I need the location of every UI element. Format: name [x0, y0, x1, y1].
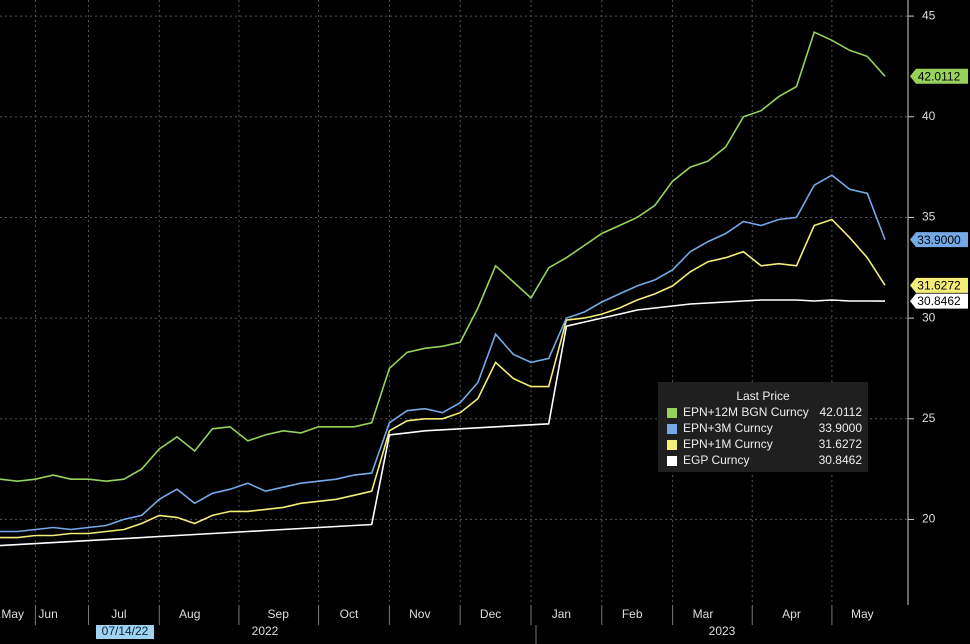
- legend-value: 33.9000: [819, 421, 863, 435]
- x-tick-label: Feb: [622, 607, 643, 621]
- legend-box: [658, 382, 868, 472]
- x-tick-label: Mar: [693, 607, 714, 621]
- legend-swatch: [667, 456, 677, 466]
- series-line: [0, 218, 886, 539]
- last-value-tag: [910, 232, 968, 248]
- y-tick-label: 20: [922, 512, 936, 526]
- legend: Last Price EPN+12M BGN Curncy 42.0112 EPN+3…: [658, 382, 868, 472]
- legend-value: 42.0112: [820, 405, 863, 419]
- y-tick-label: 25: [922, 411, 936, 425]
- x-tick-label: Oct: [340, 607, 359, 621]
- series-line: [0, 31, 886, 483]
- x-tick-label: May: [1, 607, 24, 621]
- x-tick-label: Jan: [552, 607, 571, 621]
- legend-label: EPN+12M BGN Curncy: [683, 405, 809, 419]
- legend-label: EPN+1M Curncy: [683, 437, 773, 451]
- last-value-label: 42.0112: [918, 69, 961, 83]
- y-tick-label: 45: [922, 8, 936, 22]
- last-value-label: 33.9000: [917, 233, 961, 247]
- last-value-tag: [910, 68, 968, 84]
- cursor-box: [96, 625, 154, 639]
- legend-label: EPN+3M Curncy: [683, 421, 773, 435]
- year-label: 2023: [709, 624, 736, 638]
- last-value-tag: [910, 293, 968, 309]
- x-tick-label: Apr: [782, 607, 801, 621]
- legend-title: Last Price: [736, 389, 790, 403]
- legend-value: 31.6272: [819, 437, 863, 451]
- cursor-label: 07/14/22: [102, 624, 149, 638]
- x-tick-label: Nov: [409, 607, 430, 621]
- y-tick-label: 30: [922, 310, 936, 324]
- last-value-label: 30.8462: [917, 294, 961, 308]
- last-value-label: 31.6272: [917, 279, 961, 293]
- legend-value: 30.8462: [819, 453, 863, 467]
- legend-swatch: [667, 408, 677, 418]
- year-label: 2022: [252, 624, 279, 638]
- y-tick-label: 40: [922, 109, 936, 123]
- x-tick-label: May: [851, 607, 874, 621]
- x-tick-label: Sep: [268, 607, 290, 621]
- legend-swatch: [667, 424, 677, 434]
- legend-swatch: [667, 440, 677, 450]
- x-tick-label: Aug: [179, 607, 200, 621]
- series-line: [0, 299, 886, 547]
- y-tick-label: 35: [922, 210, 936, 224]
- x-tick-label: Jul: [111, 607, 126, 621]
- legend-label: EGP Curncy: [683, 453, 749, 467]
- x-tick-label: Jun: [38, 607, 57, 621]
- last-value-tag: [910, 277, 968, 293]
- series-line: [0, 174, 886, 533]
- x-tick-label: Dec: [480, 607, 501, 621]
